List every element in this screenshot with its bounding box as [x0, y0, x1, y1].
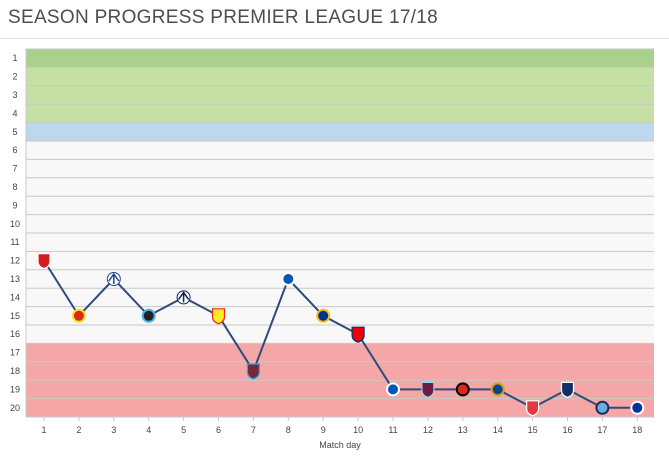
x-tick-label: 6	[216, 425, 221, 435]
crest-detail	[108, 272, 120, 284]
y-tick-label: 2	[12, 72, 17, 82]
x-tick-label: 12	[423, 425, 433, 435]
x-tick-label: 18	[632, 425, 642, 435]
y-tick-label: 9	[12, 200, 17, 210]
chart-title: SEASON PROGRESS PREMIER LEAGUE 17/18	[8, 7, 438, 28]
stoke-crest-icon	[526, 400, 540, 417]
zone-band	[26, 122, 654, 141]
x-tick-label: 13	[458, 425, 468, 435]
west-ham-crest-icon	[246, 363, 260, 380]
y-tick-label: 4	[12, 108, 17, 118]
title-divider	[0, 38, 669, 39]
x-tick-label: 15	[528, 425, 538, 435]
x-tick-label: 1	[41, 425, 46, 435]
crest-detail	[177, 291, 190, 303]
crest-inner	[318, 310, 329, 321]
y-tick-label: 8	[12, 182, 17, 192]
x-tick-label: 14	[493, 425, 503, 435]
y-tick-label: 1	[12, 53, 17, 63]
y-tick-label: 17	[10, 348, 20, 358]
zone-band	[26, 141, 654, 344]
y-tick-label: 7	[12, 164, 17, 174]
y-tick-label: 15	[10, 311, 20, 321]
y-tick-label: 6	[12, 145, 17, 155]
x-axis-label: Match day	[319, 440, 361, 450]
crest-inner	[143, 310, 154, 321]
crest-inner	[492, 384, 503, 395]
y-tick-label: 18	[10, 366, 20, 376]
crest-inner	[388, 384, 398, 395]
y-tick-label: 20	[10, 403, 20, 413]
x-tick-label: 3	[111, 425, 116, 435]
zone-band	[26, 67, 654, 123]
arsenal-crest-icon	[351, 326, 365, 343]
y-tick-label: 14	[10, 292, 20, 302]
y-tick-label: 19	[10, 384, 20, 394]
x-tick-label: 9	[321, 425, 326, 435]
burnley-crest-icon	[421, 381, 435, 399]
zone-band	[26, 49, 654, 68]
y-tick-label: 5	[12, 127, 17, 137]
southampton-crest-icon	[37, 253, 51, 270]
x-tick-label: 16	[562, 425, 572, 435]
x-tick-label: 2	[76, 425, 81, 435]
crest-inner	[457, 384, 468, 395]
x-tick-label: 7	[251, 425, 256, 435]
x-tick-label: 4	[146, 425, 151, 435]
crest-inner	[73, 310, 84, 321]
crest-inner	[283, 274, 294, 284]
crest-inner	[632, 402, 643, 413]
x-tick-label: 10	[353, 425, 363, 435]
y-tick-label: 11	[10, 237, 19, 247]
y-tick-label: 13	[10, 274, 20, 284]
x-tick-label: 5	[181, 425, 186, 435]
x-tick-label: 17	[597, 425, 607, 435]
watford-crest-icon	[211, 308, 226, 325]
west-brom-crest-icon	[560, 381, 575, 399]
y-tick-label: 16	[10, 329, 20, 339]
y-tick-label: 12	[10, 256, 20, 266]
x-tick-label: 11	[388, 425, 397, 435]
x-tick-label: 8	[286, 425, 291, 435]
crest-inner	[597, 402, 608, 413]
y-tick-label: 3	[12, 90, 17, 100]
y-tick-label: 10	[10, 219, 20, 229]
